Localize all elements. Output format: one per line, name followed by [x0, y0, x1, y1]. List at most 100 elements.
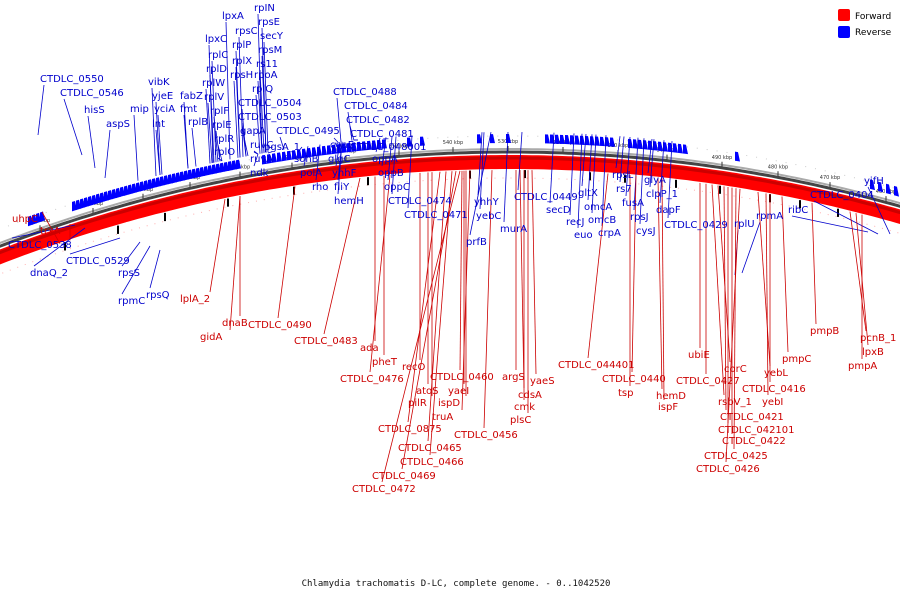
- reverse-gene-label: oppA: [372, 154, 398, 165]
- reverse-gene: [136, 182, 141, 193]
- reverse-gene: [192, 168, 197, 179]
- forward-leader-line: [765, 193, 769, 396]
- reverse-gene: [658, 141, 663, 152]
- forward-gene-label: CTDLC_0425: [704, 451, 768, 462]
- reverse-gene: [878, 181, 883, 193]
- reverse-gene-label: euo: [574, 230, 593, 241]
- reverse-leader-line: [303, 146, 309, 167]
- reverse-leader-line: [225, 21, 231, 160]
- reverse-gene: [342, 143, 347, 153]
- reverse-gene: [735, 151, 740, 162]
- reverse-gene: [560, 134, 565, 145]
- reverse-gene-label: ruvC: [250, 140, 273, 151]
- reverse-gene-label: rpsQ: [146, 290, 170, 301]
- reverse-gene: [72, 200, 77, 212]
- reverse-gene-label: omcB: [588, 215, 616, 226]
- reverse-leader-line: [619, 136, 625, 183]
- reverse-gene-label: rs11: [256, 59, 278, 70]
- reverse-leader-line: [263, 41, 269, 153]
- reverse-gene: [212, 164, 217, 175]
- reverse-gene-label: rpoA: [254, 70, 278, 81]
- reverse-gene: [605, 137, 610, 147]
- forward-gene-label: ispD: [438, 398, 460, 409]
- reverse-leader-line: [741, 221, 761, 274]
- reverse-gene: [570, 135, 575, 145]
- reverse-gene-label: prfB: [466, 237, 487, 248]
- forward-gene-label: pmpA: [848, 361, 877, 372]
- reverse-leader-line: [257, 13, 263, 154]
- reverse-gene: [352, 142, 357, 152]
- reverse-gene-label: cysJ: [636, 226, 656, 237]
- reverse-gene: [327, 145, 332, 155]
- reverse-gene: [886, 183, 891, 195]
- forward-gene-label: CTDLC_0490: [248, 320, 312, 331]
- forward-gene-label: atoS: [416, 386, 439, 397]
- reverse-gene: [347, 142, 352, 153]
- forward-leader-line: [781, 196, 789, 353]
- reverse-gene: [477, 134, 482, 144]
- reverse-gene: [575, 135, 580, 145]
- forward-gene-label: lpxB: [862, 347, 884, 358]
- reverse-gene: [80, 198, 85, 209]
- reverse-gene: [112, 188, 117, 200]
- reverse-gene-label: oppC: [384, 182, 410, 193]
- reverse-leader-line: [243, 136, 249, 157]
- forward-leader-line: [407, 171, 441, 423]
- reverse-leader-line: [333, 137, 339, 143]
- forward-leader-line: [483, 170, 493, 429]
- forward-leader-line: [401, 170, 457, 470]
- forward-gene-label: CTDLC_0466: [400, 457, 464, 468]
- reverse-leader-line: [587, 134, 593, 201]
- reverse-gene: [600, 136, 605, 147]
- reverse-gene-label: CTDLC_0504: [238, 98, 302, 109]
- reverse-gene: [262, 154, 267, 165]
- reverse-gene-label: fusA: [622, 198, 644, 209]
- reverse-leader-line: [667, 141, 673, 219]
- reverse-leader-line: [297, 146, 303, 153]
- forward-gene-label: truA: [432, 412, 453, 423]
- reverse-leader-line: [517, 132, 523, 191]
- reverse-gene: [224, 161, 229, 172]
- reverse-gene: [580, 135, 585, 145]
- reverse-leader-line: [601, 135, 607, 227]
- reverse-gene: [108, 190, 113, 201]
- reverse-leader-line: [331, 142, 337, 153]
- reverse-gene-label: fliY: [334, 182, 350, 193]
- forward-gene-label: CTDLC_0422: [722, 436, 786, 447]
- reverse-leader-line: [569, 133, 575, 216]
- reverse-leader-line: [477, 132, 483, 196]
- reverse-gene: [36, 212, 41, 224]
- forward-gene-label: ada: [360, 343, 379, 354]
- reverse-gene-label: rho: [312, 182, 328, 193]
- reverse-leader-line: [157, 114, 163, 175]
- reverse-gene: [633, 139, 638, 149]
- forward-gene-label: pheT: [372, 357, 398, 368]
- reverse-leader-line: [337, 141, 343, 195]
- reverse-gene-label: rpIN: [254, 3, 275, 14]
- reverse-gene: [176, 172, 181, 183]
- reverse-gene-label: yciA: [154, 104, 175, 115]
- reverse-gene: [204, 166, 209, 176]
- reverse-gene: [164, 175, 169, 186]
- forward-leader-line: [711, 184, 725, 396]
- reverse-gene-label: rplC: [208, 50, 228, 61]
- reverse-leader-line: [253, 154, 259, 167]
- forward-leader-line: [531, 170, 537, 375]
- forward-leader-line: [631, 175, 637, 373]
- forward-gene-label: tsp: [618, 388, 633, 399]
- reverse-gene: [184, 170, 189, 181]
- forward-leader-line: [41, 211, 61, 244]
- forward-gene-label: plsC: [510, 415, 531, 426]
- reverse-leader-line: [633, 137, 639, 211]
- forward-gene-label: uhpC: [12, 214, 38, 225]
- reverse-gene: [104, 191, 109, 202]
- reverse-gene-label: secY: [260, 31, 284, 42]
- reverse-gene-label: rplU: [734, 219, 755, 230]
- reverse-gene-label: gltX: [578, 188, 598, 199]
- reverse-leader-line: [87, 115, 96, 169]
- forward-gene-label: CTDLC_044401: [558, 360, 635, 371]
- forward-gene-label: recO: [402, 362, 426, 373]
- kbp-tick-label: 480 kbp: [768, 164, 788, 170]
- reverse-leader-line: [581, 133, 587, 187]
- forward-gene-label: yebI: [762, 397, 783, 408]
